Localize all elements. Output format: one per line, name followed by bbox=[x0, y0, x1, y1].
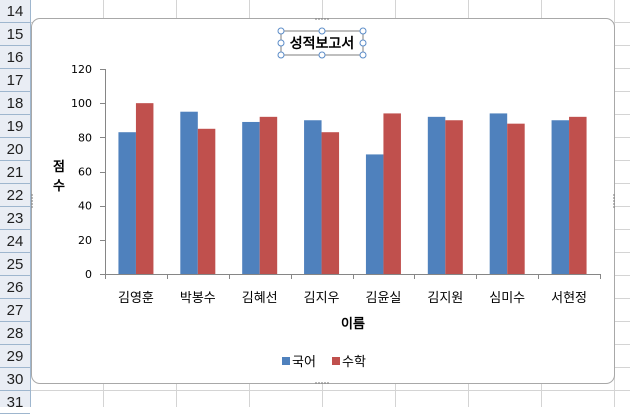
row-header-20[interactable]: 20 bbox=[0, 138, 30, 161]
row-header-26[interactable]: 26 bbox=[0, 276, 30, 299]
resize-grip-dot[interactable] bbox=[31, 194, 33, 196]
selection-handles[interactable] bbox=[277, 27, 367, 59]
bar-수학-김윤실[interactable] bbox=[383, 113, 401, 275]
row-header-19[interactable]: 19 bbox=[0, 115, 30, 138]
row-header-22[interactable]: 22 bbox=[0, 184, 30, 207]
resize-grip-dot[interactable] bbox=[327, 382, 329, 384]
row-header-23[interactable]: 23 bbox=[0, 207, 30, 230]
legend-swatch-수학 bbox=[332, 357, 340, 365]
category-labels-group: 김영훈 박봉수 김혜선 김지우 김윤실 김지원 심미수 서현정 bbox=[118, 291, 587, 306]
category-label: 김혜선 bbox=[242, 291, 278, 306]
y-tick-label: 120 bbox=[71, 63, 92, 76]
legend-swatch-국어 bbox=[282, 357, 290, 365]
bar-국어-심미수[interactable] bbox=[489, 113, 508, 275]
selection-handle[interactable] bbox=[318, 51, 326, 59]
resize-grip-dot[interactable] bbox=[31, 206, 33, 208]
legend-label-수학: 수학 bbox=[342, 355, 366, 370]
resize-grip-dot[interactable] bbox=[613, 200, 615, 202]
legend[interactable]: 국어 수학 bbox=[282, 355, 366, 370]
bar-수학-김혜선[interactable] bbox=[259, 116, 278, 274]
category-label: 심미수 bbox=[489, 291, 525, 306]
y-axis-label-char-1: 점 bbox=[53, 160, 65, 175]
chart-title-box[interactable] bbox=[280, 30, 364, 56]
selection-handle[interactable] bbox=[277, 39, 285, 47]
row-header-21[interactable]: 21 bbox=[0, 161, 30, 184]
y-axis-label-char-2: 수 bbox=[53, 179, 65, 194]
bar-국어-김혜선[interactable] bbox=[242, 121, 260, 274]
row-header-27[interactable]: 27 bbox=[0, 299, 30, 322]
tick-labels-group: 0 20 40 60 80 100 120 bbox=[71, 63, 92, 281]
y-tick-label: 20 bbox=[78, 234, 92, 247]
row-header-16[interactable]: 16 bbox=[0, 46, 30, 69]
bar-국어-박봉수[interactable] bbox=[180, 111, 198, 274]
bar-국어-김영훈[interactable] bbox=[118, 132, 136, 274]
chart-title-group[interactable]: 성적보고서 bbox=[277, 27, 367, 59]
resize-grip-dot[interactable] bbox=[613, 194, 615, 196]
bar-수학-박봉수[interactable] bbox=[197, 128, 216, 274]
resize-grip-dot[interactable] bbox=[321, 382, 323, 384]
resize-grip-dot[interactable] bbox=[31, 197, 33, 199]
bar-국어-김지원[interactable] bbox=[427, 116, 446, 274]
resize-grip-dot[interactable] bbox=[315, 382, 317, 384]
selection-handle[interactable] bbox=[359, 27, 367, 35]
bar-국어-김지우[interactable] bbox=[304, 120, 322, 274]
selection-handle[interactable] bbox=[359, 39, 367, 47]
resize-grip-dot[interactable] bbox=[613, 206, 615, 208]
resize-grip-dot[interactable] bbox=[31, 200, 33, 202]
bar-수학-김영훈[interactable] bbox=[135, 103, 154, 275]
row-header-25[interactable]: 25 bbox=[0, 253, 30, 276]
x-axis-label: 이름 bbox=[341, 316, 365, 332]
category-label: 김지원 bbox=[427, 291, 463, 306]
resize-grip-dot[interactable] bbox=[31, 203, 33, 205]
row-header-15[interactable]: 15 bbox=[0, 23, 30, 46]
row-header-29[interactable]: 29 bbox=[0, 345, 30, 368]
bars-group bbox=[118, 103, 587, 275]
y-tick-label: 60 bbox=[78, 166, 92, 179]
selection-handle[interactable] bbox=[359, 51, 367, 59]
bar-국어-서현정[interactable] bbox=[551, 120, 570, 274]
row-header-17[interactable]: 17 bbox=[0, 69, 30, 92]
row-header-14[interactable]: 14 bbox=[0, 0, 30, 23]
row-header-28[interactable]: 28 bbox=[0, 322, 30, 345]
resize-grips[interactable] bbox=[31, 18, 615, 384]
y-tick-label: 80 bbox=[78, 131, 92, 144]
selection-handle[interactable] bbox=[277, 27, 285, 35]
selection-handle[interactable] bbox=[277, 51, 285, 59]
resize-grip-dot[interactable] bbox=[324, 382, 326, 384]
row-header-18[interactable]: 18 bbox=[0, 92, 30, 115]
bar-수학-김지원[interactable] bbox=[445, 120, 463, 274]
resize-grip-dot[interactable] bbox=[315, 18, 317, 20]
resize-grip-dot[interactable] bbox=[318, 382, 320, 384]
row-headers: 14 15 16 17 18 19 20 21 22 23 24 25 26 27 28 29 30 31 bbox=[0, 0, 31, 414]
resize-grip-dot[interactable] bbox=[321, 18, 323, 20]
row-header-24[interactable]: 24 bbox=[0, 230, 30, 253]
category-label: 김지우 bbox=[304, 291, 340, 306]
category-label: 김윤실 bbox=[365, 291, 401, 306]
category-label: 김영훈 bbox=[118, 291, 154, 306]
selection-handle[interactable] bbox=[318, 27, 326, 35]
category-label: 박봉수 bbox=[180, 291, 216, 306]
bar-국어-김윤실[interactable] bbox=[365, 154, 384, 274]
bar-수학-심미수[interactable] bbox=[507, 123, 525, 275]
resize-grip-dot[interactable] bbox=[318, 18, 320, 20]
resize-grip-dot[interactable] bbox=[613, 197, 615, 199]
row-header-30[interactable]: 30 bbox=[0, 368, 30, 391]
legend-label-국어: 국어 bbox=[292, 355, 316, 370]
resize-grip-dot[interactable] bbox=[324, 18, 326, 20]
y-tick-label: 40 bbox=[78, 200, 92, 213]
y-tick-label: 100 bbox=[71, 97, 92, 110]
resize-grip-dot[interactable] bbox=[327, 18, 329, 20]
resize-grip-dot[interactable] bbox=[613, 203, 615, 205]
chart-title: 성적보고서 bbox=[290, 35, 354, 52]
bar-수학-서현정[interactable] bbox=[569, 116, 587, 274]
bar-수학-김지우[interactable] bbox=[321, 132, 340, 274]
axes-group bbox=[100, 69, 601, 279]
y-tick-label: 0 bbox=[85, 268, 92, 281]
category-label: 서현정 bbox=[551, 291, 587, 306]
